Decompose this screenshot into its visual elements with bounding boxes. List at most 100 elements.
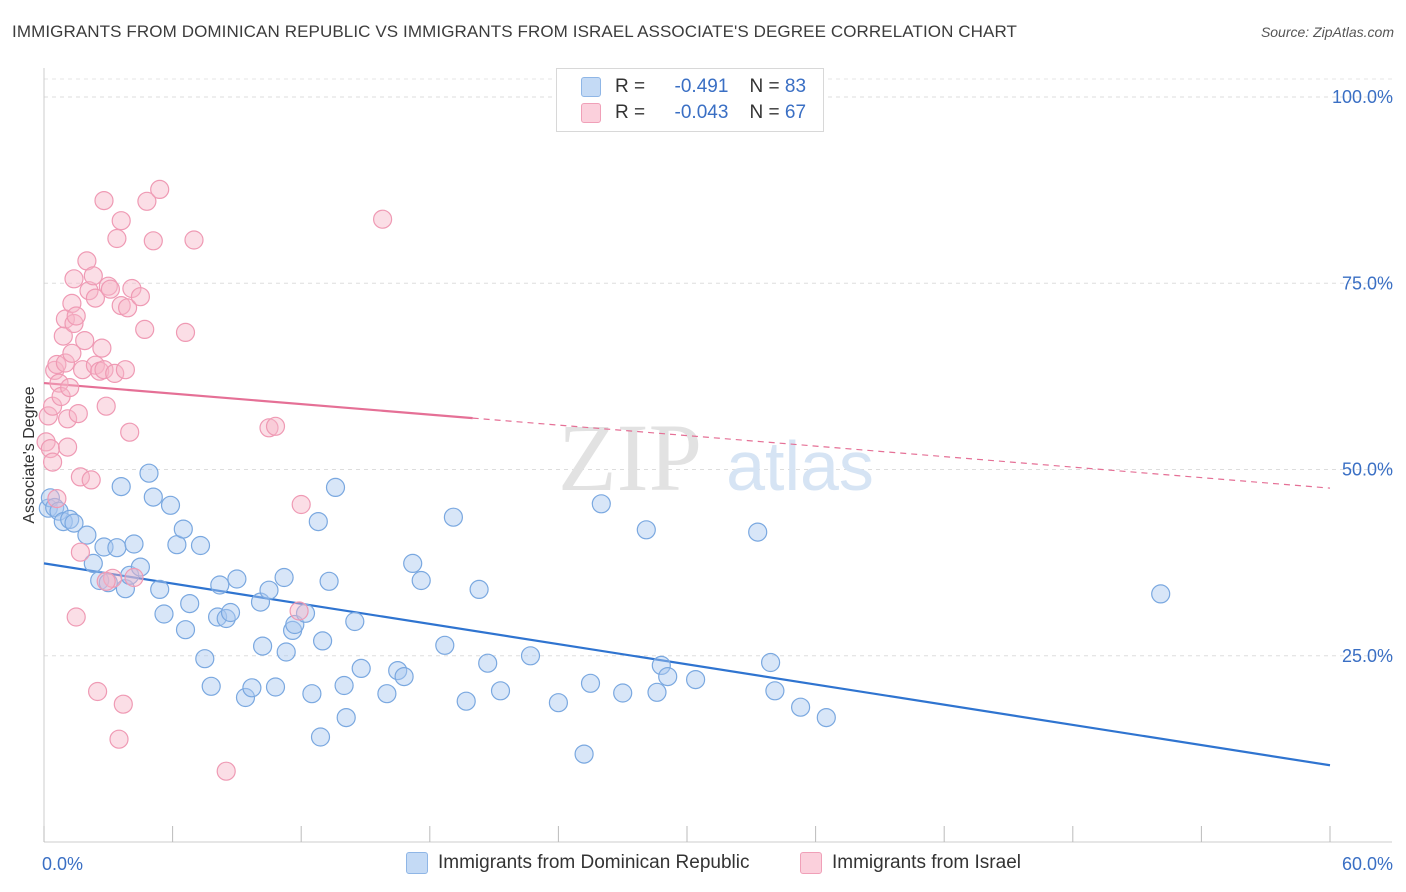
point-dominican bbox=[613, 683, 633, 703]
legend-item-israel[interactable]: Immigrants from Israel bbox=[800, 852, 1021, 874]
point-dominican bbox=[748, 522, 768, 542]
point-dominican bbox=[345, 611, 365, 632]
point-israel bbox=[92, 338, 112, 358]
point-israel bbox=[96, 396, 116, 416]
axes bbox=[43, 68, 1392, 843]
point-dominican bbox=[111, 477, 131, 497]
point-dominican bbox=[150, 579, 170, 600]
point-dominican bbox=[334, 675, 354, 696]
point-dominican bbox=[253, 636, 273, 656]
point-dominican bbox=[227, 569, 247, 589]
watermark-zip: ZIP bbox=[558, 404, 702, 511]
point-israel bbox=[135, 319, 155, 339]
point-israel bbox=[66, 306, 86, 326]
trend-line-israel-extension bbox=[472, 417, 1331, 489]
point-dominican bbox=[265, 677, 286, 697]
point-israel bbox=[87, 681, 108, 702]
point-dominican bbox=[107, 538, 127, 558]
point-israel bbox=[130, 287, 150, 307]
point-dominican bbox=[173, 519, 193, 539]
point-israel bbox=[57, 409, 78, 429]
point-israel bbox=[83, 266, 103, 286]
point-israel bbox=[100, 279, 121, 299]
source-label: Source: ZipAtlas.com bbox=[1260, 24, 1394, 40]
point-dominican bbox=[435, 635, 455, 655]
point-dominican bbox=[259, 580, 279, 600]
point-israel bbox=[124, 567, 144, 588]
point-israel bbox=[72, 360, 93, 380]
point-dominican bbox=[175, 620, 196, 640]
point-dominican bbox=[574, 744, 594, 764]
point-dominican bbox=[478, 653, 498, 673]
point-dominican bbox=[143, 487, 163, 507]
point-dominican bbox=[760, 652, 781, 673]
legend-swatch-israel bbox=[800, 852, 822, 874]
point-dominican bbox=[160, 495, 181, 515]
y-axis-label: Associate's Degree bbox=[21, 386, 38, 523]
y-tick-label: 100.0% bbox=[1332, 87, 1393, 107]
point-israel bbox=[259, 418, 279, 438]
point-israel bbox=[265, 416, 286, 436]
point-israel bbox=[96, 571, 116, 591]
trend-line-israel bbox=[43, 381, 473, 420]
trend-line-dominican bbox=[43, 562, 1331, 767]
point-dominican bbox=[325, 477, 346, 497]
point-dominican bbox=[456, 691, 476, 711]
point-dominican bbox=[210, 575, 230, 595]
point-dominican bbox=[130, 557, 150, 577]
point-dominican bbox=[154, 604, 174, 624]
point-dominican bbox=[658, 666, 678, 687]
point-dominican bbox=[651, 655, 671, 676]
point-dominican bbox=[765, 681, 785, 701]
y-tick-label: 75.0% bbox=[1342, 273, 1393, 293]
point-israel bbox=[105, 363, 125, 383]
point-israel bbox=[64, 313, 84, 334]
point-dominican bbox=[313, 631, 333, 651]
point-israel bbox=[66, 607, 86, 627]
point-dominican bbox=[403, 553, 423, 574]
point-israel bbox=[53, 326, 73, 346]
point-dominican bbox=[548, 693, 569, 713]
point-israel bbox=[62, 343, 82, 363]
point-israel bbox=[117, 298, 138, 318]
point-dominican bbox=[124, 534, 144, 554]
point-dominican bbox=[276, 642, 296, 662]
gridlines bbox=[44, 78, 1392, 657]
point-israel bbox=[115, 360, 136, 380]
point-dominican bbox=[469, 579, 489, 600]
y-tick-label: 25.0% bbox=[1342, 646, 1393, 666]
y-tick-label: 50.0% bbox=[1342, 460, 1393, 480]
point-israel bbox=[94, 360, 114, 380]
point-dominican bbox=[580, 673, 601, 693]
legend-item-dominican[interactable]: Immigrants from Dominican Republic bbox=[406, 852, 750, 874]
point-israel bbox=[70, 542, 91, 562]
point-dominican bbox=[139, 463, 159, 483]
point-dominican bbox=[394, 666, 414, 687]
r-label: R = bbox=[615, 76, 646, 97]
point-israel bbox=[62, 293, 82, 313]
point-israel bbox=[57, 437, 78, 457]
watermark: ZIP atlas bbox=[558, 404, 874, 511]
n-label: N = bbox=[749, 102, 780, 123]
point-dominican bbox=[319, 571, 339, 591]
legend-label-israel: Immigrants from Israel bbox=[832, 852, 1021, 873]
chart-title: IMMIGRANTS FROM DOMINICAN REPUBLIC VS IM… bbox=[12, 22, 1018, 41]
point-dominican bbox=[520, 646, 541, 666]
point-israel bbox=[137, 191, 157, 211]
x-tick-label-max: 60.0% bbox=[1342, 854, 1393, 874]
legend-label-dominican: Immigrants from Dominican Republic bbox=[438, 852, 750, 873]
point-dominican bbox=[77, 525, 97, 545]
stats-legend-box: R = -0.491 N = 83 R = -0.043 N = 67 bbox=[556, 68, 824, 132]
point-israel bbox=[150, 179, 170, 199]
data-points bbox=[36, 179, 1171, 781]
point-israel bbox=[107, 228, 127, 249]
point-dominican bbox=[647, 682, 667, 702]
point-israel bbox=[373, 209, 393, 229]
point-dominican bbox=[308, 511, 328, 532]
point-dominican bbox=[190, 535, 211, 556]
point-dominican bbox=[195, 649, 215, 669]
point-israel bbox=[120, 422, 140, 442]
point-dominican bbox=[443, 507, 463, 527]
point-dominican bbox=[64, 513, 84, 533]
